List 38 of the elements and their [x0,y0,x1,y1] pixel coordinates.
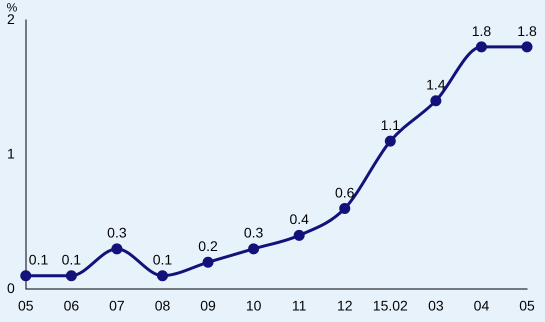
point [294,230,305,241]
point [111,243,122,254]
point [522,41,532,52]
data-label: 0.4 [289,211,310,228]
x-tick-label: 11 [292,297,307,314]
data-label: 1.4 [426,76,446,93]
y-tick-label: 1 [6,145,15,162]
point [384,136,396,147]
x-tick-label: 15.02 [372,297,408,314]
data-label: 0.1 [62,252,82,268]
point [20,270,32,282]
x-tick-label: 07 [109,297,125,314]
x-tick-label: 03 [428,297,444,314]
data-label: 1.8 [517,22,537,39]
x-tick-label: 08 [154,297,170,314]
data-label: 1.1 [380,117,400,133]
x-tick-label: 05 [519,297,535,314]
point [476,41,487,52]
point [430,95,442,106]
data-label: 0.1 [28,252,48,268]
x-tick-label: 09 [200,297,216,314]
point [202,256,214,268]
point [339,202,350,214]
x-tick-label: 12 [336,297,353,314]
data-label: 0.2 [198,238,218,254]
point [66,270,77,282]
x-tick-label: 10 [246,297,262,314]
data-label: 1.8 [472,22,492,39]
y-tick-label: 0 [6,280,15,296]
data-label: 0.6 [335,184,355,200]
point [156,270,168,282]
x-tick-label: 04 [474,297,490,314]
x-tick-label: 05 [18,297,34,314]
data-label: 0.3 [244,224,264,241]
x-tick-label: 06 [64,297,80,314]
point [248,243,260,254]
data-label: 0.1 [152,252,172,268]
data-label: 0.3 [107,224,127,241]
